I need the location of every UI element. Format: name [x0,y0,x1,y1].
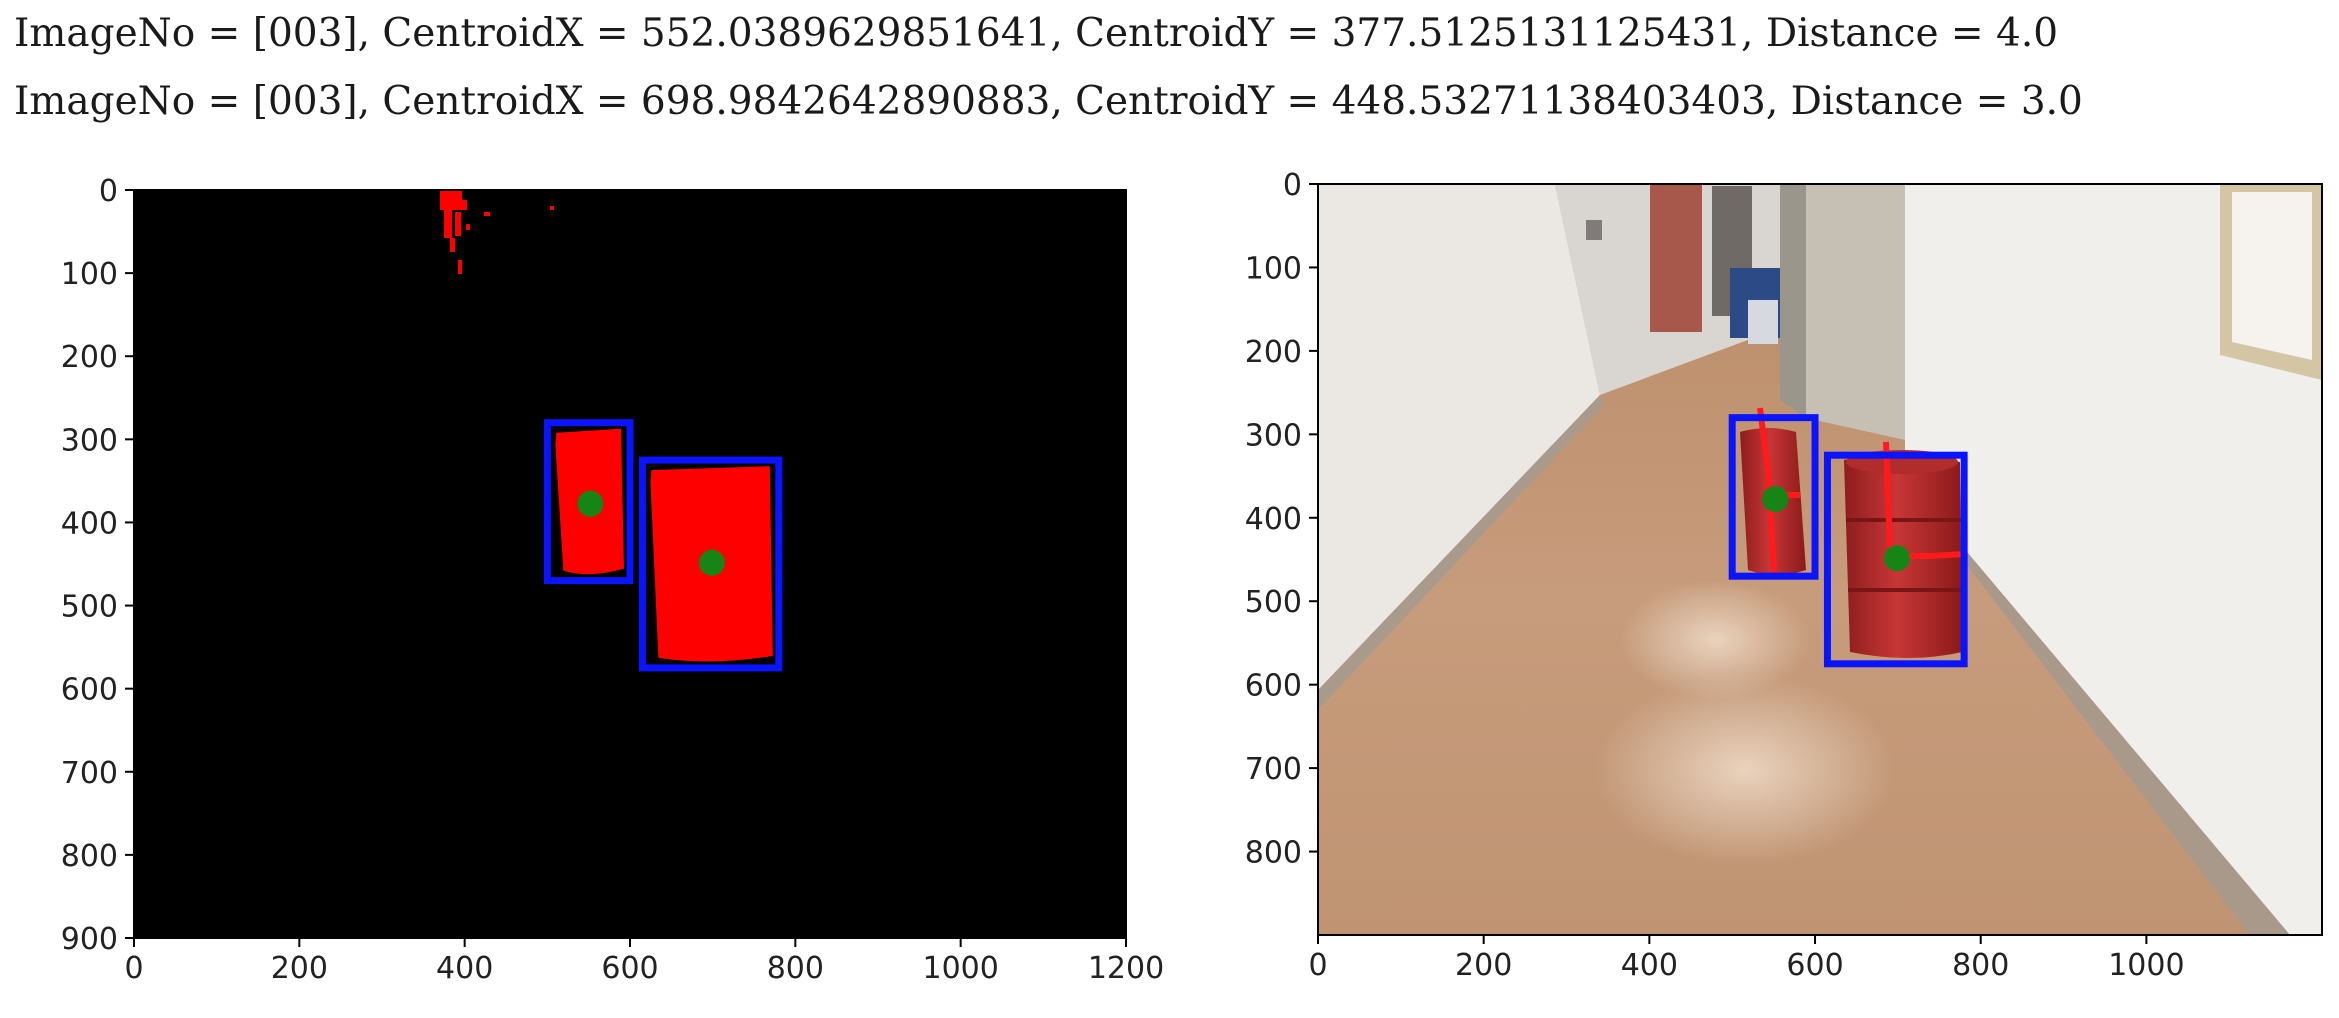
x-tick-label: 600 [601,951,658,986]
y-tick: 0 [99,174,134,209]
y-tick: 700 [61,756,134,791]
x-tick: 600 [601,938,659,986]
y-tick: 900 [61,922,134,957]
y-tick-label: 700 [1245,752,1302,787]
result-line-2: ImageNo = [003], CentroidX = 698.9842642… [14,79,2083,124]
y-tick: 800 [1245,836,1318,871]
bounding-box [543,419,634,585]
y-tick: 800 [61,839,134,874]
centroid-marker [1762,486,1789,513]
axes-frame [1317,183,2323,936]
x-tick: 400 [436,938,493,986]
x-tick: 200 [1455,935,1512,983]
y-tick: 500 [61,590,134,625]
centroid-marker [577,490,604,517]
bounding-box [638,456,783,672]
y-tick-label: 0 [99,174,118,209]
x-tick-label: 800 [1952,948,2009,983]
y-tick: 100 [61,257,134,292]
x-tick-label: 800 [767,951,824,986]
y-tick-label: 200 [1245,335,1302,370]
y-tick-label: 300 [61,423,118,458]
y-tick: 300 [61,423,134,458]
y-tick-label: 800 [61,839,118,874]
y-tick-label: 300 [1245,418,1302,453]
y-tick-label: 800 [1245,836,1302,871]
mask-noise [440,190,554,274]
x-tick-label: 0 [124,951,143,986]
y-tick: 600 [1245,669,1318,704]
x-tick: 1000 [2108,935,2185,983]
y-tick: 300 [1245,418,1318,453]
x-tick: 800 [767,938,824,986]
y-tick: 700 [1245,752,1318,787]
y-tick-label: 700 [61,756,118,791]
y-tick-label: 500 [61,590,118,625]
x-tick-label: 400 [1621,948,1678,983]
x-tick-label: 200 [1455,948,1512,983]
y-tick: 400 [1245,502,1318,537]
x-tick-label: 0 [1308,948,1327,983]
x-tick: 0 [124,938,144,986]
x-tick-label: 600 [1786,948,1843,983]
y-tick: 200 [61,340,134,375]
corridor-photo [1318,184,2322,935]
y-tick-label: 100 [61,257,118,292]
x-tick-label: 400 [436,951,493,986]
x-tick-label: 1000 [2108,948,2184,983]
x-tick: 600 [1786,935,1844,983]
y-tick: 500 [1245,585,1318,620]
x-tick-label: 1200 [1088,951,1164,986]
y-tick-label: 100 [1245,251,1302,286]
centroid-marker [1884,545,1911,572]
centroid-marker [698,549,725,576]
y-tick: 400 [61,506,134,541]
photo-plot [1318,184,2322,935]
y-tick: 200 [1245,335,1318,370]
x-tick-label: 1000 [922,951,998,986]
y-tick-label: 400 [61,506,118,541]
x-tick: 400 [1621,935,1678,983]
result-line-1: ImageNo = [003], CentroidX = 552.0389629… [14,11,2059,56]
x-tick: 0 [1308,935,1328,983]
x-tick: 1000 [922,938,999,986]
bounding-box [1823,451,1968,668]
y-tick: 100 [1245,251,1318,286]
y-tick: 0 [1283,168,1318,203]
mask-plot [134,190,1126,938]
y-tick-label: 600 [1245,669,1302,704]
y-tick-label: 200 [61,340,118,375]
y-tick: 600 [61,673,134,708]
y-tick-label: 500 [1245,585,1302,620]
x-tick-label: 200 [271,951,328,986]
y-tick-label: 600 [61,673,118,708]
bounding-box [1728,414,1819,580]
y-tick-label: 0 [1283,168,1302,203]
y-tick-label: 400 [1245,502,1302,537]
x-tick: 800 [1952,935,2009,983]
x-tick: 1200 [1088,938,1164,986]
x-tick: 200 [271,938,328,986]
y-tick-label: 900 [61,922,118,957]
